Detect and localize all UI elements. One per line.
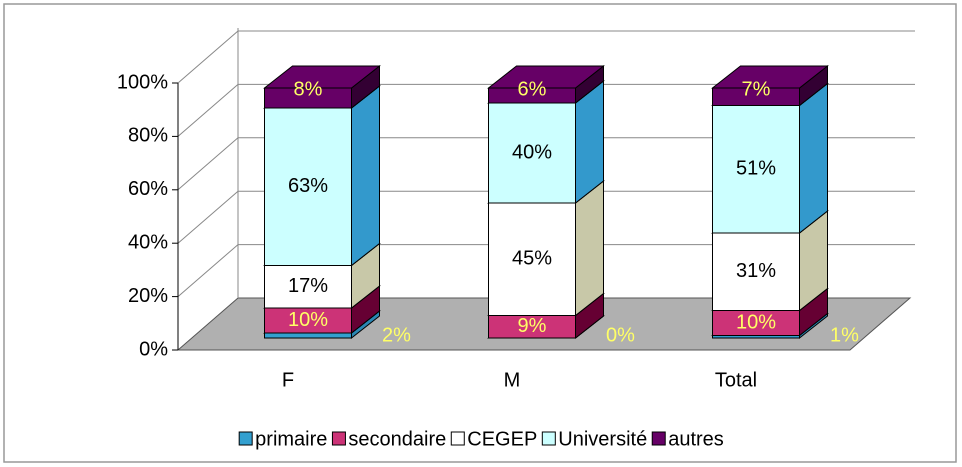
- y-tick-label: 0%: [139, 338, 168, 360]
- legend-swatch: [651, 431, 666, 446]
- grid-line: [177, 190, 239, 244]
- y-tick-label: 80%: [128, 125, 168, 147]
- data-label: 2%: [382, 324, 411, 346]
- y-tick-label: 60%: [128, 178, 168, 200]
- bar: [488, 87, 576, 104]
- bar: [264, 307, 352, 334]
- x-tick-label: Total: [715, 369, 757, 391]
- data-label: 9%: [518, 315, 547, 337]
- y-tick-label: 20%: [128, 285, 168, 307]
- data-label: 8%: [294, 78, 323, 100]
- legend-label: Université: [558, 428, 647, 450]
- bar: [712, 105, 800, 234]
- data-label: 7%: [742, 78, 771, 100]
- data-label: 31%: [736, 260, 776, 282]
- bar: [488, 202, 576, 316]
- bar: [712, 87, 800, 106]
- legend-swatch: [541, 431, 556, 446]
- data-label: 6%: [518, 78, 547, 100]
- data-label: 45%: [512, 248, 552, 270]
- grid-line: [177, 244, 239, 297]
- data-label: 0%: [606, 324, 635, 346]
- bar-side: [575, 179, 604, 317]
- bar-side: [351, 84, 380, 267]
- data-label: 10%: [288, 309, 328, 331]
- legend-swatch: [331, 431, 346, 446]
- bar: [264, 265, 352, 309]
- legend-label: autres: [668, 428, 724, 450]
- x-tick-label: F: [282, 369, 294, 391]
- legend-swatch: [238, 431, 253, 446]
- legend-swatch: [450, 431, 465, 446]
- x-tick-label: M: [504, 369, 521, 391]
- legend-label: primaire: [255, 428, 327, 450]
- y-tick-label: 40%: [128, 231, 168, 253]
- bar: [488, 102, 576, 204]
- grid-line: [177, 30, 239, 84]
- bar: [712, 310, 800, 336]
- bar: [264, 107, 352, 266]
- grid-line: [177, 84, 239, 137]
- data-label: 10%: [736, 311, 776, 333]
- data-label: 17%: [288, 275, 328, 297]
- bar: [264, 332, 352, 339]
- data-label: 51%: [736, 158, 776, 180]
- data-label: 40%: [512, 141, 552, 163]
- y-tick-label: 100%: [117, 71, 168, 93]
- data-label: 1%: [830, 324, 859, 346]
- legend-label: secondaire: [348, 428, 446, 450]
- bar: [264, 87, 352, 109]
- grid-line: [177, 137, 239, 191]
- data-label: 63%: [288, 175, 328, 197]
- legend-label: CEGEP: [467, 428, 537, 450]
- bar-side: [799, 82, 828, 235]
